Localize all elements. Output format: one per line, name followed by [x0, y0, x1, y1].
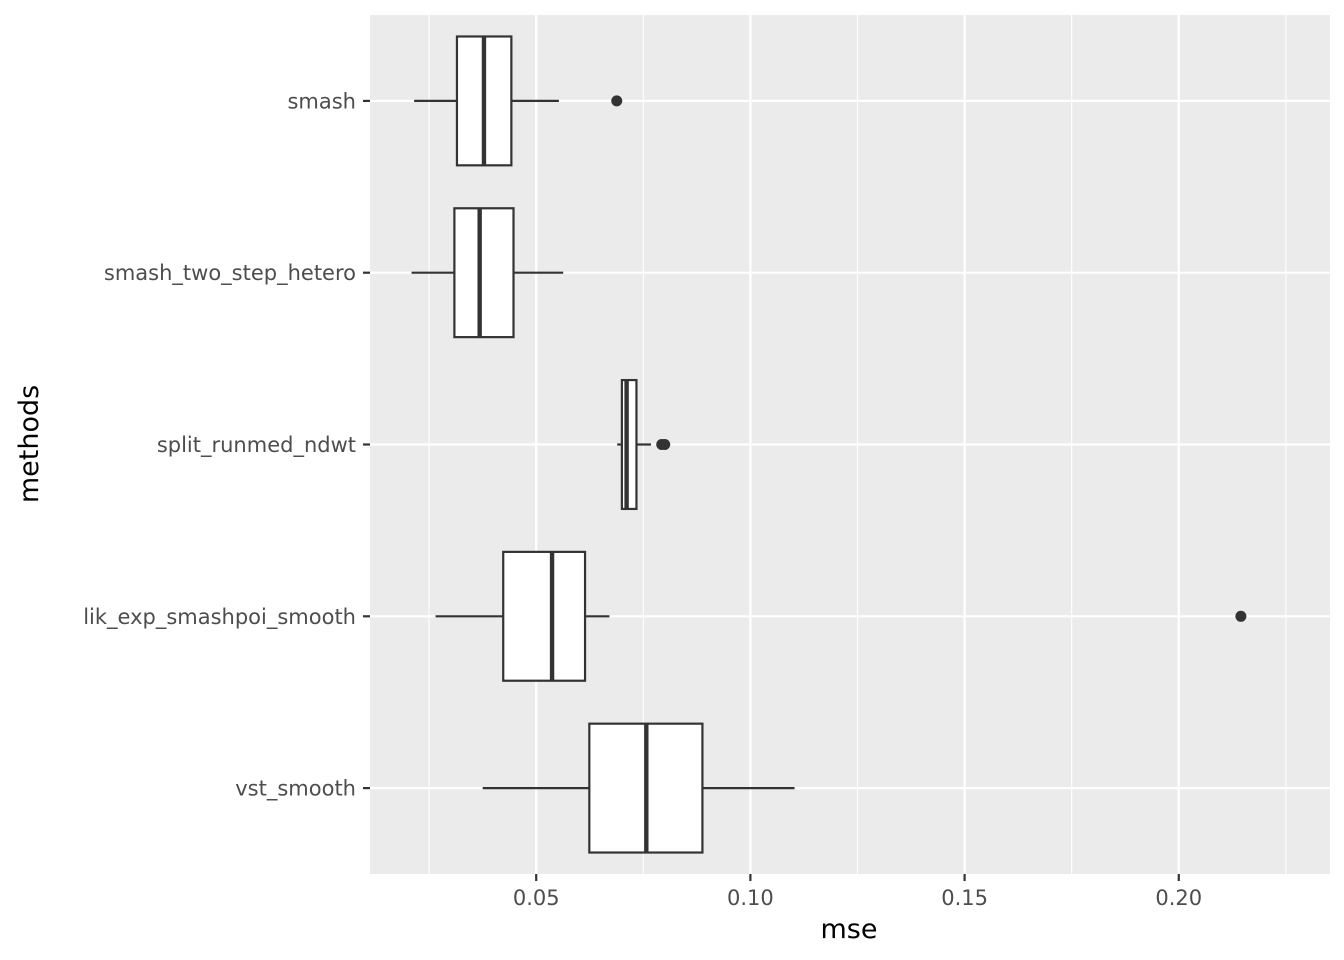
- y-tick-label: split_runmed_ndwt: [157, 433, 356, 458]
- iqr-box: [620, 378, 638, 511]
- box-lik_exp_smashpoi_smooth: [435, 550, 1247, 682]
- box-smash: [414, 35, 623, 167]
- box-smash_two_step_hetero: [411, 207, 564, 339]
- y-tick-label: lik_exp_smashpoi_smooth: [83, 605, 356, 630]
- grid-lines: [370, 15, 1330, 874]
- x-tick-label: 0.15: [941, 886, 988, 910]
- outlier-point: [611, 95, 623, 107]
- y-axis-title: methods: [14, 385, 45, 503]
- outlier-point: [659, 439, 671, 450]
- box-split_runmed_ndwt: [617, 378, 671, 511]
- y-tick-label: vst_smooth: [235, 777, 356, 802]
- box-series: [411, 35, 1247, 854]
- x-tick-label: 0.10: [727, 886, 774, 910]
- outlier-point: [1235, 610, 1247, 622]
- box-vst_smooth: [482, 722, 795, 854]
- y-tick-label: smash: [287, 89, 356, 113]
- iqr-box: [453, 207, 515, 339]
- x-tick-label: 0.05: [513, 886, 560, 910]
- x-axis-title: mse: [821, 914, 878, 945]
- iqr-box: [502, 550, 587, 682]
- y-tick-label: smash_two_step_hetero: [104, 261, 356, 286]
- x-tick-label: 0.20: [1155, 886, 1202, 910]
- axes: 0.05 0.10 0.15 0.20 smash smash_two_step_hete…: [83, 89, 1202, 910]
